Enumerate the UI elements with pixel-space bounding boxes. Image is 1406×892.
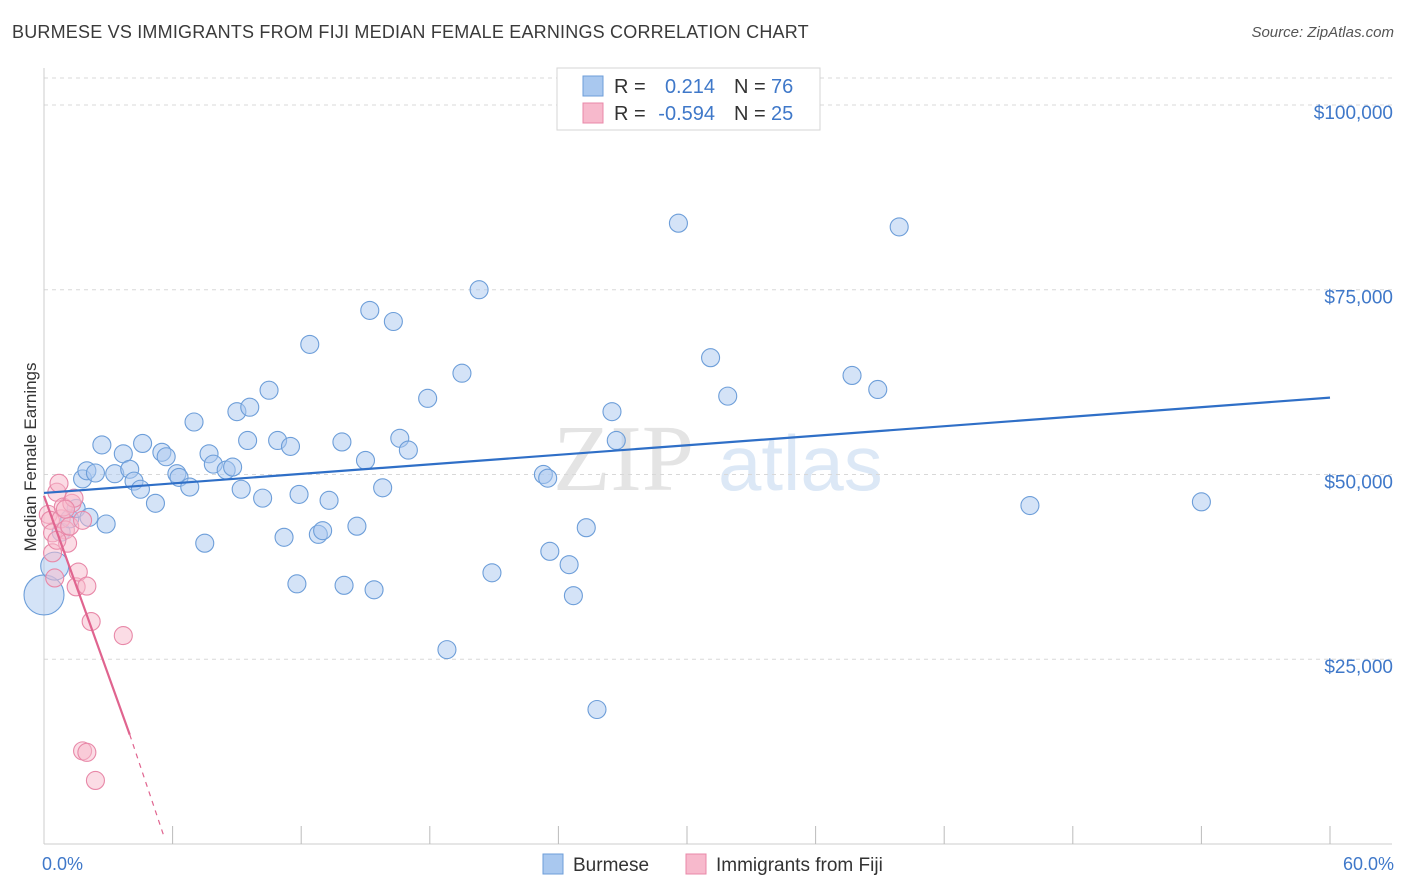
legend-n-value-burmese: 76 [771, 76, 793, 98]
legend-n-label-burmese: N = [734, 76, 766, 98]
legend-n-label-fiji: N = [734, 103, 766, 125]
legend-r-label-fiji: R = [614, 103, 646, 125]
burmese-point-74 [1191, 492, 1211, 512]
watermark-zip: ZIP [553, 407, 694, 511]
burmese-point-73 [1020, 495, 1040, 516]
x-tick-label-left: 0.0% [42, 854, 83, 874]
stats-legend: R = 0.214 N = 76 R = -0.594 N = 25 [556, 67, 821, 131]
y-tick-labels: $25,000 $50,000 $75,000 $100,000 [1314, 103, 1393, 678]
fiji-point-16 [73, 510, 93, 530]
series-burmese-points [23, 213, 1211, 720]
burmese-point-42 [319, 490, 339, 510]
burmese-point-9 [92, 435, 112, 455]
burmese-point-72 [889, 217, 909, 237]
burmese-point-59 [538, 468, 558, 488]
burmese-point-16 [145, 493, 166, 513]
burmese-point-48 [364, 580, 384, 600]
burmese-point-47 [360, 300, 380, 320]
trend-lines [42, 396, 1331, 837]
fiji-point-20 [77, 742, 97, 762]
burmese-point-39 [300, 334, 320, 354]
burmese-point-36 [280, 436, 301, 456]
bottom-legend-label-burmese: Burmese [573, 855, 649, 876]
burmese-point-43 [332, 432, 352, 452]
burmese-point-55 [452, 363, 472, 383]
burmese-point-64 [587, 699, 607, 720]
burmese-point-14 [130, 479, 150, 499]
legend-swatch-fiji [582, 102, 604, 124]
burmese-point-49 [373, 478, 393, 498]
burmese-point-18 [156, 447, 176, 467]
trend-line-burmese [43, 396, 1331, 495]
burmese-point-60 [540, 541, 560, 561]
burmese-point-56 [469, 280, 489, 300]
y-tick-label-1: $50,000 [1324, 472, 1393, 493]
burmese-point-22 [184, 412, 204, 432]
burmese-point-37 [287, 574, 307, 594]
burmese-point-66 [606, 430, 626, 451]
source-credit: Source: ZipAtlas.com [1251, 24, 1394, 41]
legend-n-value-fiji: 25 [771, 103, 793, 125]
burmese-point-29 [231, 479, 251, 499]
series-legend: Burmese Immigrants from Fiji [542, 853, 883, 876]
burmese-point-68 [701, 348, 721, 368]
burmese-point-54 [437, 640, 457, 660]
burmese-point-62 [563, 586, 583, 606]
bottom-legend-swatch-fiji [685, 853, 707, 875]
y-tick-label-3: $100,000 [1314, 103, 1393, 124]
x-tick-label-right: 60.0% [1343, 854, 1394, 874]
burmese-point-52 [398, 440, 418, 460]
trend-line-fiji [42, 495, 131, 735]
burmese-point-32 [253, 488, 273, 508]
bottom-legend-swatch-burmese [542, 853, 564, 875]
burmese-point-70 [842, 365, 862, 385]
burmese-point-45 [347, 516, 367, 536]
legend-r-label-burmese: R = [614, 76, 646, 98]
burmese-point-30 [238, 430, 258, 451]
burmese-point-63 [576, 518, 596, 538]
y-tick-label-2: $75,000 [1324, 288, 1393, 309]
fiji-point-4 [45, 568, 65, 588]
fiji-point-21 [85, 770, 105, 790]
fiji-point-24 [55, 499, 75, 519]
burmese-point-53 [418, 388, 438, 408]
legend-r-value-fiji: -0.594 [658, 103, 715, 125]
burmese-point-69 [718, 386, 738, 406]
y-axis-label: Median Female Earnings [21, 363, 40, 552]
burmese-point-35 [274, 527, 294, 547]
grid-lines [44, 77, 1392, 660]
legend-r-value-burmese: 0.214 [665, 76, 715, 98]
bottom-legend-label-fiji: Immigrants from Fiji [716, 855, 883, 876]
burmese-point-71 [868, 379, 888, 400]
burmese-point-23 [195, 533, 215, 553]
burmese-point-38 [289, 484, 309, 504]
series-fiji-points [38, 473, 133, 790]
burmese-point-65 [602, 402, 622, 422]
burmese-point-15 [133, 433, 153, 453]
burmese-point-46 [355, 450, 376, 470]
chart-title: BURMESE VS IMMIGRANTS FROM FIJI MEDIAN F… [12, 22, 809, 42]
burmese-point-57 [482, 563, 502, 583]
trend-line-fiji-extension [129, 734, 165, 837]
burmese-point-8 [96, 514, 116, 534]
fiji-point-17 [77, 576, 97, 596]
axes [43, 68, 1392, 845]
fiji-point-6 [49, 473, 69, 493]
fiji-point-22 [113, 626, 133, 646]
burmese-point-44 [334, 575, 354, 595]
burmese-point-33 [259, 380, 279, 400]
burmese-point-7 [85, 463, 105, 483]
burmese-point-41 [313, 521, 333, 541]
burmese-point-50 [383, 311, 403, 332]
burmese-point-27 [223, 457, 243, 477]
burmese-point-61 [559, 555, 579, 575]
y-tick-label-0: $25,000 [1324, 657, 1393, 678]
burmese-point-31 [240, 397, 260, 417]
legend-swatch-burmese [582, 75, 604, 97]
burmese-point-67 [668, 213, 688, 233]
